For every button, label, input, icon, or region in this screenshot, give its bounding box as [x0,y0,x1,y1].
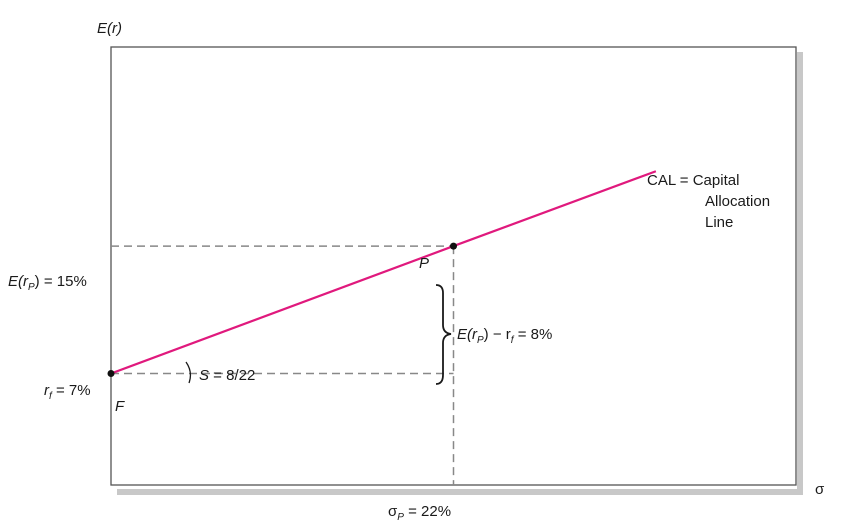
y-axis-label: E(r) [97,20,122,37]
point-f [107,370,115,378]
cal-label-line1: CAL = Capital [647,172,739,189]
rf-label: rf = 7% [44,382,91,402]
sigma-p-label: σP = 22% [388,503,451,523]
frame-shadow [117,52,803,495]
cal-label-line2: Allocation [705,193,770,210]
chart-marks [107,170,657,378]
point-f-label: F [115,398,125,415]
point-p [450,242,457,250]
cal-label-line3: Line [705,214,733,231]
x-axis-label: σ [815,481,825,498]
point-p-label: P [419,255,429,272]
premium-brace [435,284,452,385]
erp-label: E(rP) = 15% [8,273,87,293]
premium-label: E(rP) − rf = 8% [457,326,552,346]
slope-arc [185,361,192,384]
guide-lines [111,245,455,485]
slope-label: S = 8/22 [199,367,255,384]
